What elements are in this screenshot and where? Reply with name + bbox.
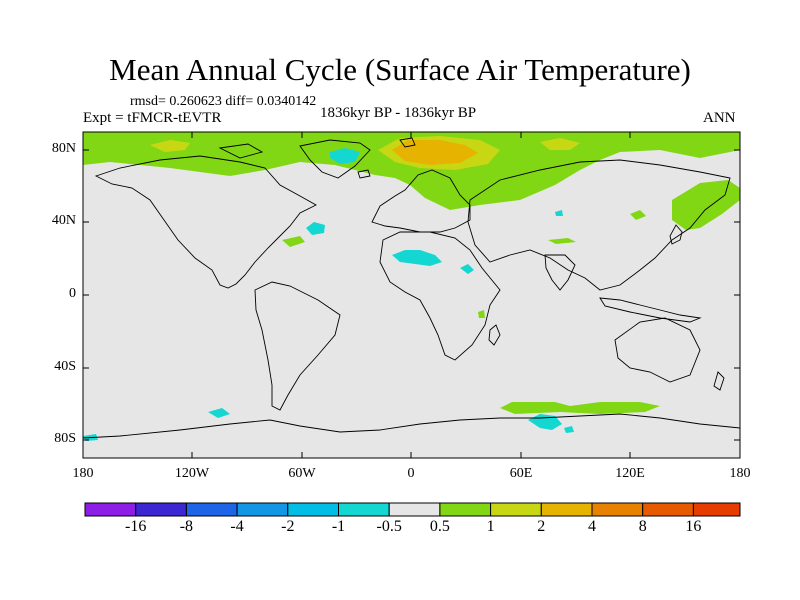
colorbar-label: -4	[230, 518, 244, 535]
anomaly-region-atlantic-warm	[282, 236, 305, 247]
anomaly-region-greenland-cool	[330, 148, 360, 164]
coastline-asia	[467, 159, 731, 291]
season-label: ANN	[703, 110, 736, 126]
colorbar-box	[540, 502, 593, 517]
y-tick-label: 40S	[54, 359, 76, 374]
coastline-canadian-archipelago	[218, 143, 264, 159]
coastline-iceland	[357, 169, 371, 179]
period-label: 1836kyr BP - 1836kyr BP	[320, 105, 477, 121]
anomaly-region-central-asia-cool	[555, 210, 563, 216]
colorbar-label: -0.5	[376, 518, 402, 535]
coastline-europe	[371, 169, 471, 233]
x-tick-label: 60E	[509, 466, 533, 481]
coastline-antarctica	[83, 413, 740, 439]
colorbar-box	[135, 502, 187, 517]
coastline-indonesia	[599, 297, 702, 323]
y-tick-label: 80S	[54, 431, 76, 446]
anomaly-region-arctic-warm	[83, 132, 740, 210]
anomaly-region-southern-ocean-warm	[500, 402, 660, 414]
colorbar-box	[692, 502, 741, 517]
anomaly-region-antarctic-cool-4	[564, 426, 574, 433]
anomaly-fields	[83, 132, 740, 441]
x-tick-label: 180	[72, 466, 94, 481]
colorbar-box	[642, 502, 694, 517]
coastline-north-america	[94, 155, 317, 289]
coastline-australia	[614, 317, 701, 383]
x-tick-label: 120W	[174, 466, 210, 481]
colorbar-box	[185, 502, 238, 517]
colorbar-label: 2	[537, 518, 546, 535]
anomaly-region-atlantic-cool	[306, 222, 325, 235]
colorbar-box	[490, 502, 542, 517]
coastline-svalbard	[399, 137, 416, 148]
colorbar-label: 1	[486, 518, 495, 535]
colorbar-label: 0.5	[429, 518, 450, 535]
colorbar-label: -8	[179, 518, 194, 535]
colorbar-box	[84, 502, 137, 517]
coastlines	[83, 137, 740, 439]
colorbar-box	[287, 502, 339, 517]
coastline-japan	[669, 224, 683, 245]
anomaly-region-arctic-yellow	[150, 140, 190, 152]
colorbar-label: -1	[331, 518, 346, 535]
stats-label: rmsd= 0.260623 diff= 0.0340142	[130, 94, 317, 109]
coastline-madagascar	[488, 324, 501, 346]
anomaly-region-sahara-cool	[392, 250, 442, 266]
x-tick-label: 120E	[615, 466, 645, 481]
y-tick-label: 40N	[51, 213, 76, 228]
colorbar-box	[338, 502, 390, 517]
anomaly-region-siberia-yellow	[540, 138, 580, 150]
anomaly-region-asia-warm	[548, 238, 576, 244]
colorbar-label: 16	[685, 518, 702, 535]
anomaly-region-barents-orange	[392, 140, 478, 165]
colorbar-label: -16	[125, 518, 147, 535]
colorbar-box	[388, 502, 441, 517]
x-tick-label: 60W	[288, 466, 316, 481]
coastline-new-zealand	[713, 371, 725, 391]
coastline-greenland	[299, 139, 371, 179]
x-tick-label: 180	[729, 466, 751, 481]
colorbar-box	[439, 502, 492, 517]
x-tick-label: 0	[407, 466, 415, 481]
anomaly-region-ne-asia-warm	[672, 180, 740, 230]
anomaly-region-tibet-warm	[630, 210, 646, 220]
anomaly-region-arabia-cool	[460, 264, 474, 274]
anomaly-region-africa-warm	[478, 310, 485, 318]
colorbar-label: 8	[638, 518, 647, 535]
axis-ticks	[83, 132, 740, 458]
colorbar-box	[591, 502, 644, 517]
coastline-africa	[379, 231, 501, 361]
coastline-india	[544, 254, 576, 291]
y-tick-label: 0	[69, 286, 76, 301]
colorbar-label: -2	[281, 518, 295, 535]
coastline-south-america	[254, 281, 341, 411]
colorbar-label: 4	[588, 518, 596, 535]
colorbar-box	[236, 502, 289, 517]
colorbar	[84, 502, 741, 517]
y-tick-label: 80N	[51, 141, 76, 156]
chart-title: Mean Annual Cycle (Surface Air Temperatu…	[109, 52, 691, 87]
anomaly-region-antarctic-cool-2	[208, 408, 230, 418]
experiment-label: Expt = tFMCR-tEVTR	[83, 110, 222, 126]
